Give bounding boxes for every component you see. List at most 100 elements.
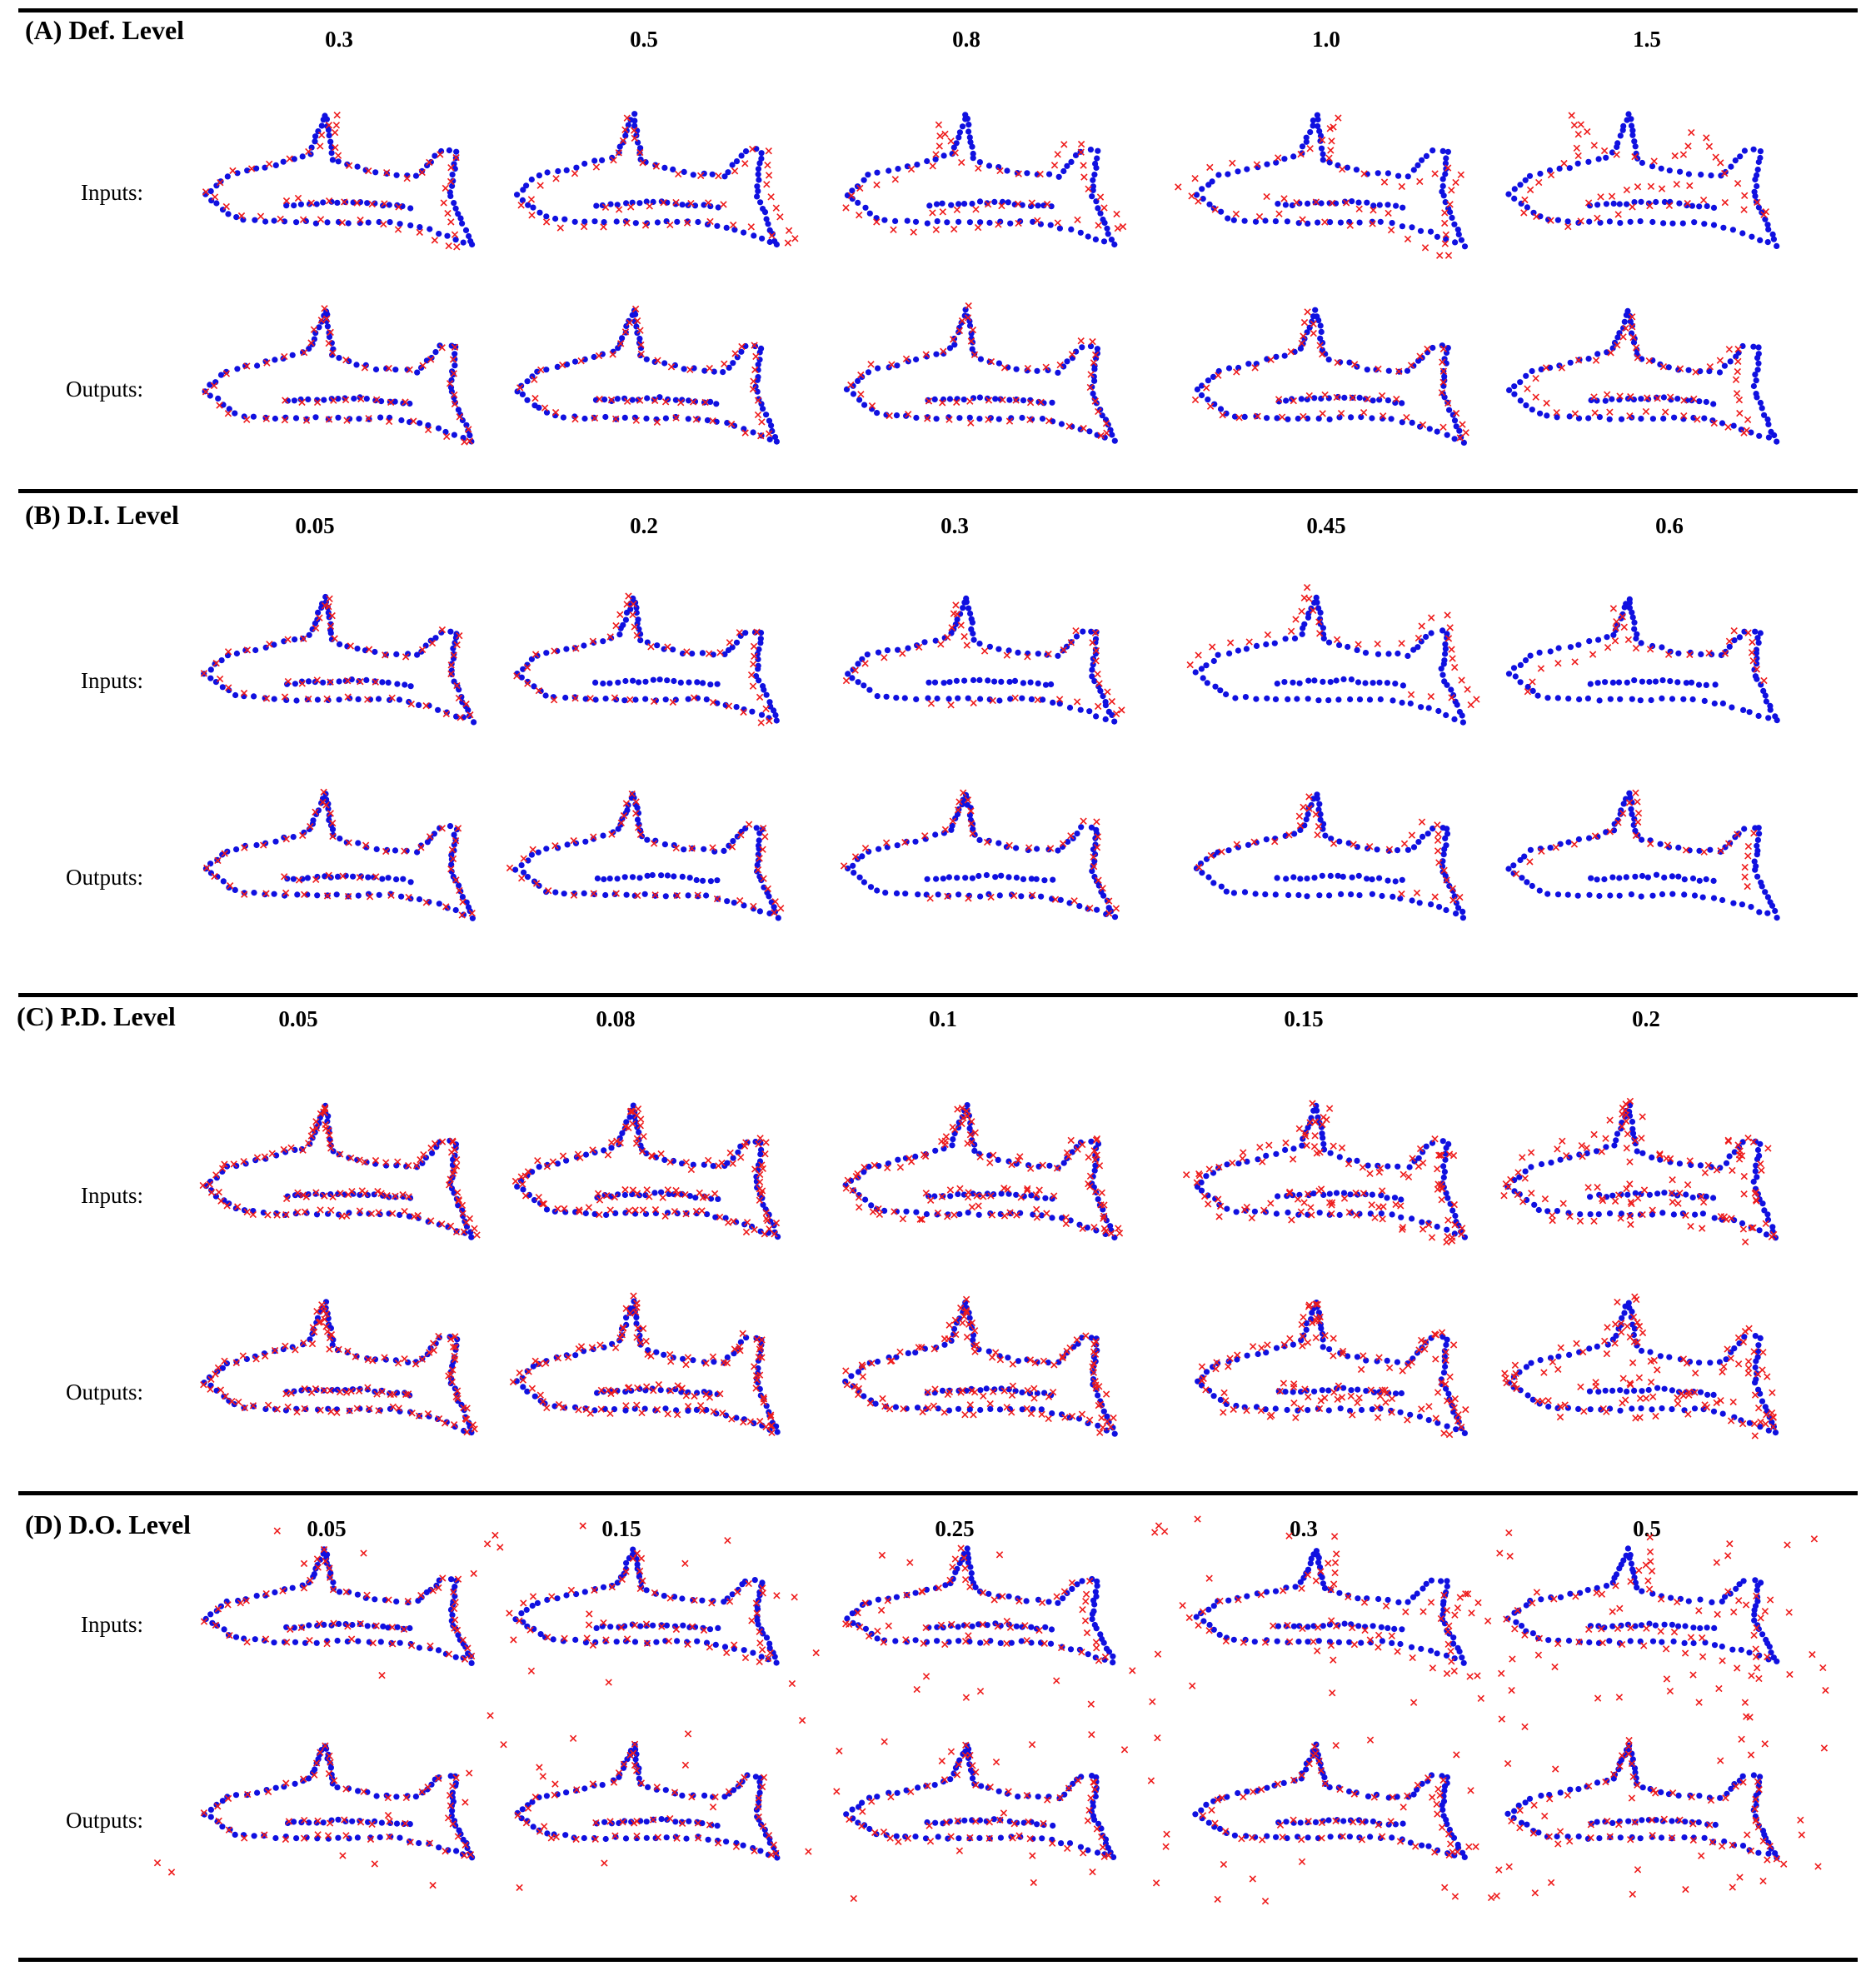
- panel-a-input-3-source-point: [1095, 205, 1101, 212]
- panel-b-output-3-source-point: [856, 874, 863, 881]
- panel-a-input-5-source-point: [1628, 116, 1634, 122]
- panel-a-output-1-target-point: [300, 349, 308, 357]
- panel-a-input-5-source-point: [1710, 204, 1718, 211]
- panel-c-output-4-source-point: [1354, 1354, 1360, 1360]
- panel-a-input-5-target-point: [1712, 153, 1719, 161]
- panel-b-input-4-source-point: [1235, 647, 1241, 654]
- panel-b-input-2-target-point: [749, 682, 757, 690]
- panel-b-output-3-source-point: [851, 870, 857, 876]
- panel-a-input-2-target-point: [731, 167, 739, 175]
- panel-a-output-5-target-point: [1736, 409, 1744, 417]
- panel-a-output-3-source-point: [856, 397, 863, 403]
- panel-a-output-3-source-point: [855, 377, 861, 384]
- panel-c-input-3-target-point: [956, 1185, 964, 1192]
- panel-c-input-4-target-point: [1340, 1195, 1349, 1202]
- panel-a-input-3-target-point: [1113, 210, 1120, 218]
- panel-b-output-3-source-point: [1041, 877, 1048, 884]
- panel-c-input-4-source-point: [1282, 1146, 1289, 1153]
- panel-b-output-5-source-point: [1774, 915, 1780, 921]
- panel-b-input-3-source-point: [893, 695, 900, 701]
- panel-b-input-2-source-point: [700, 680, 706, 686]
- panel-b-output-4-target-point: [1305, 793, 1313, 801]
- panel-b-input-3-source-point: [884, 647, 891, 654]
- panel-b-input-4-target-point: [1467, 701, 1474, 709]
- panel-a-output-1-source-point: [289, 352, 296, 358]
- panel-c-input-2-target-point: [657, 1150, 665, 1158]
- panel-a-output-2-target-point: [516, 384, 524, 392]
- panel-b-output-2-source-point: [521, 869, 527, 876]
- panel-a-output-4-source-point: [1315, 317, 1322, 324]
- panel-c-input-4-target-point: [1289, 1155, 1297, 1163]
- panel-a-input-5-target-point: [1741, 192, 1749, 199]
- panel-b-input-4-source-point: [1301, 621, 1308, 627]
- panel-a-input-4-source-point: [1299, 143, 1306, 150]
- panel-c-output-2-target-point: [611, 1344, 620, 1351]
- panel-a-input-4-source-point: [1444, 148, 1451, 155]
- panel-a-output-3-source-point: [1091, 366, 1098, 372]
- panel-c-output-3-target-point: [930, 1402, 938, 1410]
- panel-b-output-5-source-point: [1748, 904, 1754, 911]
- panel-a-output-1-target-point: [202, 388, 210, 396]
- panel-b-input-4-target-point: [1333, 636, 1341, 643]
- panel-b-input-4-source-point: [1333, 677, 1340, 684]
- panel-a-output-4-source-point: [1404, 367, 1411, 374]
- panel-a-input-2-source-point: [591, 157, 598, 164]
- panel-a-input-3-source-point: [956, 129, 963, 136]
- panel-b-output-3-source-point: [1005, 874, 1012, 881]
- panel-a-output-5-target-point: [1642, 407, 1650, 416]
- panel-c-input-4-target-point: [1288, 1216, 1295, 1224]
- panel-b-output-4-source-point: [1199, 870, 1205, 876]
- panel-c-input-5-source-point: [1587, 1211, 1594, 1218]
- panel-a-input-4-source-point: [1320, 157, 1326, 163]
- panel-b-input-5-source-point: [1554, 695, 1561, 701]
- panel-c-input-3-target-point: [1115, 1225, 1122, 1232]
- panel-a-input-2-source-point: [591, 218, 598, 225]
- panel-a-input-5-source-point: [1586, 218, 1593, 225]
- panel-a-input-4-source-point: [1289, 202, 1295, 209]
- panel-a-output-4-target-point: [1251, 364, 1259, 372]
- panel-b-output-5-target-point: [1526, 858, 1534, 866]
- panel-b-input-1-source-point: [336, 678, 342, 685]
- panel-a-input-3-source-point: [953, 140, 960, 147]
- panel-c-output-3-target-point: [1009, 1360, 1016, 1368]
- panel-b-input-3-source-point: [1102, 716, 1109, 723]
- panel-a-input-1-source-point: [224, 173, 231, 180]
- panel-b-output-4-source-point: [1303, 816, 1310, 823]
- panel-a-output-5-target-point: [1571, 410, 1579, 417]
- panel-a-input-5-source-point: [1614, 140, 1621, 147]
- panel-a-input-3-target-point: [1015, 170, 1022, 177]
- panel-b-output-1-source-point: [337, 836, 343, 842]
- panel-a-input-5-source-point: [1666, 167, 1673, 174]
- panel-a-output-3-target-point: [925, 397, 933, 405]
- panel-c-output-4-source-point: [1397, 1409, 1404, 1415]
- panel-a-output-3-target-point: [999, 396, 1006, 404]
- panel-c-input-2-target-point: [742, 1228, 751, 1236]
- panel-c-output-3-target-point: [1102, 1390, 1110, 1398]
- panel-b-output-5-source-point: [1521, 853, 1528, 860]
- panel-b-output-1-source-point: [294, 891, 301, 898]
- panel-a-output-2-source-point: [599, 351, 606, 357]
- panel-a-output-5-source-point: [1660, 394, 1667, 401]
- panel-a-input-2-target-point: [627, 203, 635, 211]
- panel-c-input-5-target-point: [1757, 1160, 1764, 1168]
- panel-b-output-4-source-point: [1316, 892, 1323, 899]
- panel-b-input-3-source-point: [970, 630, 976, 637]
- panel-a-input-2-target-point: [556, 224, 564, 232]
- panel-a-output-4-source-point: [1312, 307, 1319, 313]
- panel-b-input-4-target-point: [1226, 639, 1235, 646]
- panel-a-input-5-source-point: [1704, 202, 1710, 210]
- panel-a-input-5-source-point: [1676, 200, 1683, 207]
- panel-a-input-1-source-point: [325, 127, 332, 133]
- panel-a-input-3-target-point: [1080, 162, 1087, 169]
- panel-a-output-1-source-point: [414, 369, 421, 376]
- panel-a-output-1-source-point: [242, 362, 249, 369]
- panel-c-output-4-source-point: [1319, 1387, 1325, 1394]
- panel-b-input-2-target-point: [740, 708, 747, 716]
- panel-b-input-3-source-point: [875, 649, 882, 656]
- panel-b-output-4-target-point: [1431, 893, 1439, 901]
- panel-a-output-5-target-point: [1659, 363, 1668, 371]
- panel-c-output-4-source-point: [1461, 1430, 1468, 1436]
- panel-a-output-3-source-point: [992, 396, 999, 402]
- panel-a-output-5-source-point: [1511, 383, 1518, 390]
- panel-a-input-1-source-point: [432, 152, 438, 159]
